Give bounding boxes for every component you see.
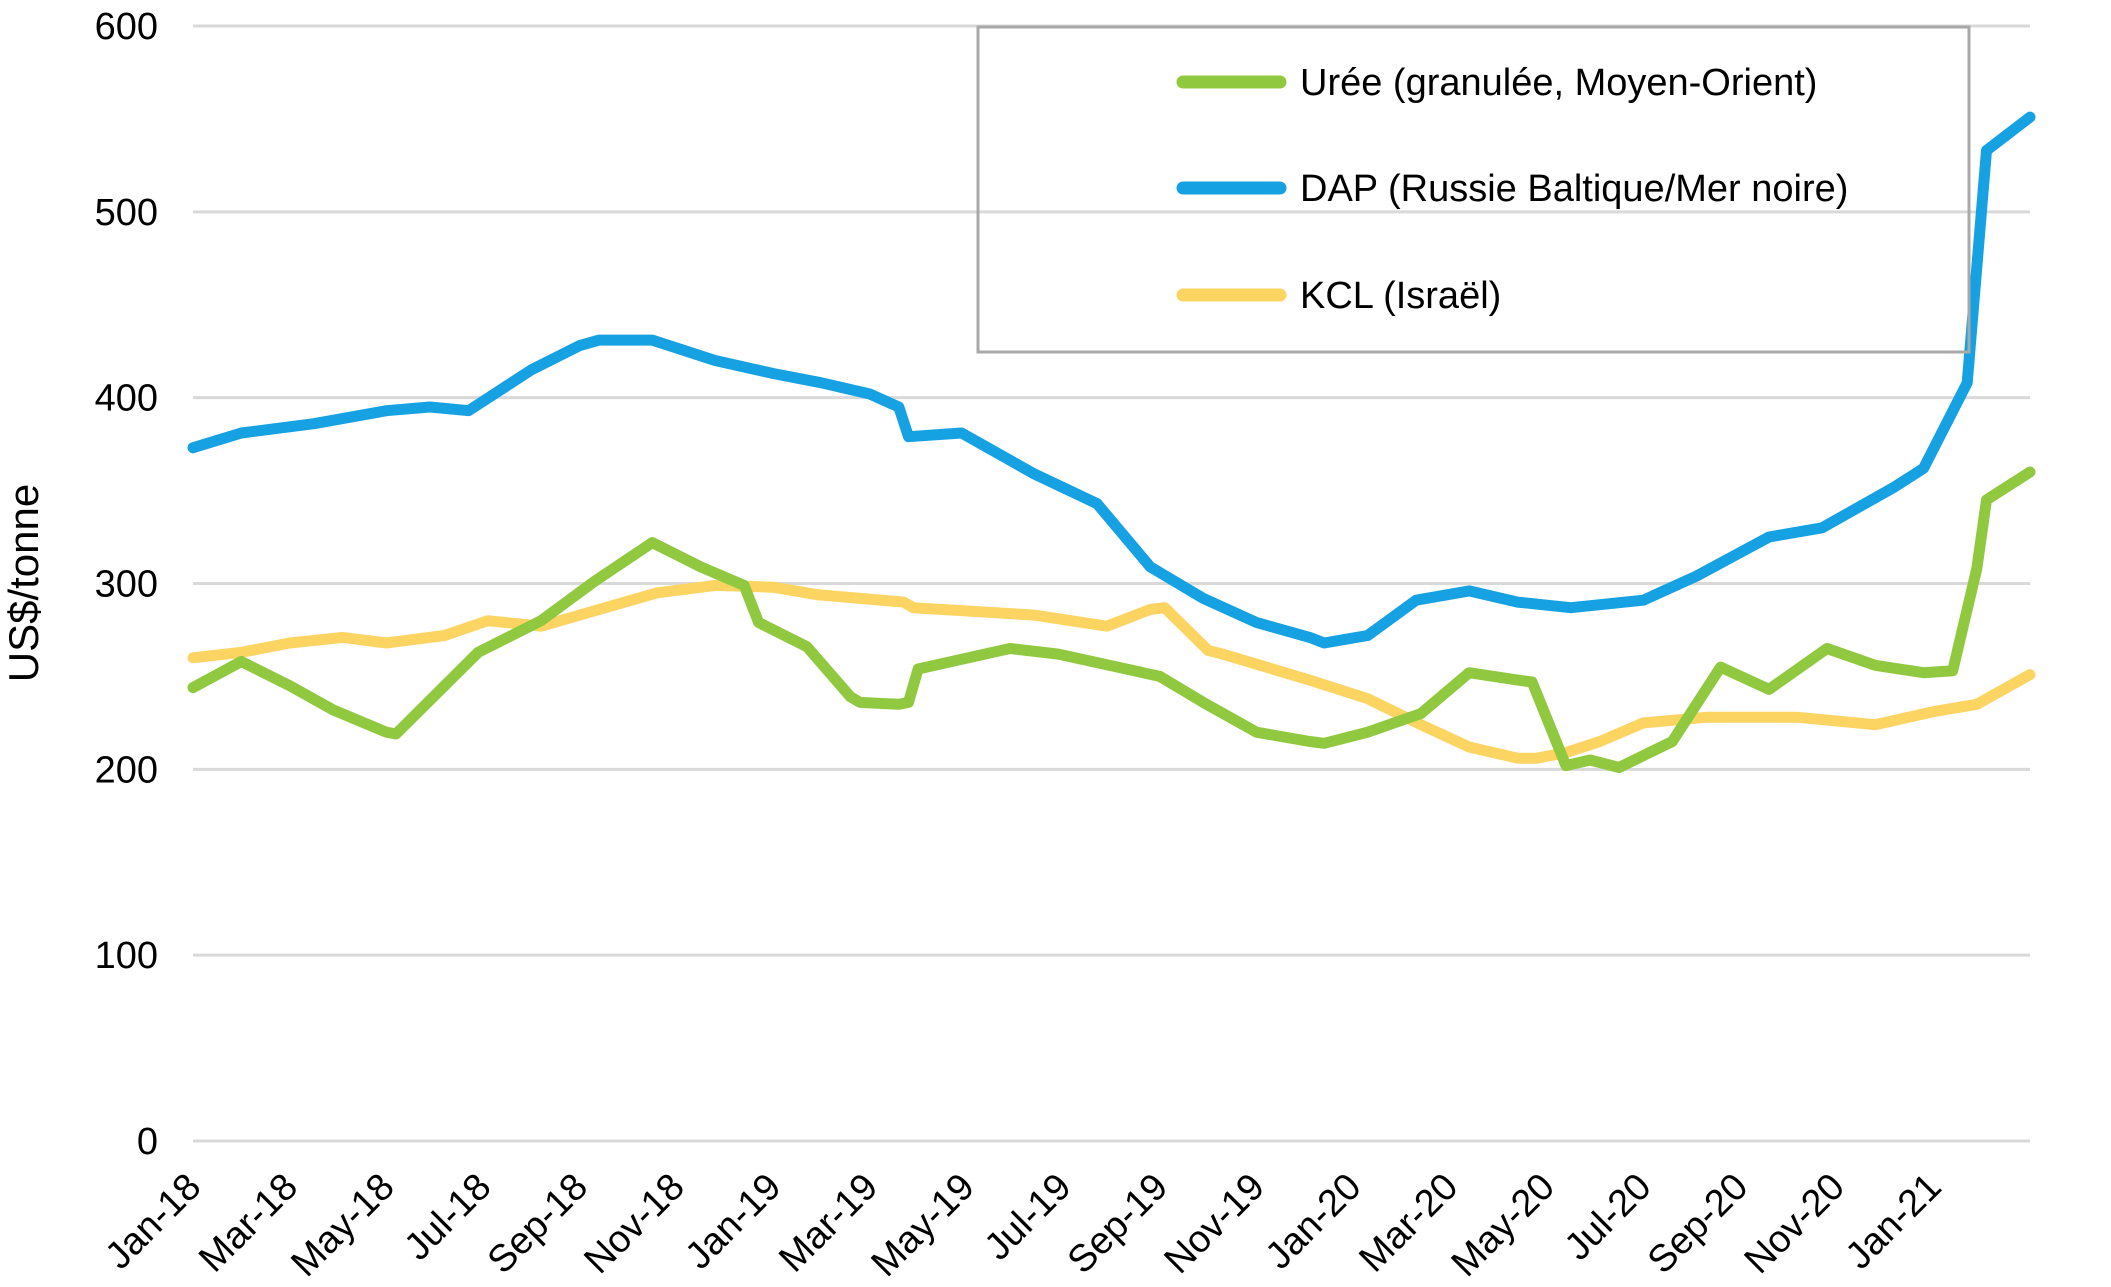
x-tick-label: May-18 [283, 1166, 402, 1285]
y-axis-title: US$/tonne [0, 484, 47, 682]
legend-label: Urée (granulée, Moyen-Orient) [1300, 62, 1817, 104]
y-tick-label: 600 [95, 6, 158, 48]
x-tick-label: May-19 [864, 1166, 983, 1285]
gridlines [193, 24, 2030, 1143]
legend-item: KCL (Israël) [1176, 275, 1501, 317]
x-tick-label: May-20 [1444, 1166, 1563, 1285]
series-line-kcl [187, 579, 2036, 764]
x-tick-label: Mar-19 [771, 1166, 886, 1281]
series-lines [187, 111, 2036, 773]
series-line-uree [187, 466, 2036, 773]
legend-box [976, 25, 1971, 354]
y-tick-label: 100 [95, 935, 158, 977]
series-line-dap [187, 111, 2036, 649]
y-tick-label: 300 [95, 564, 158, 606]
x-axis-tick-labels: Jan-18Mar-18May-18Jul-18Sep-18Nov-18Jan-… [97, 1166, 1949, 1285]
y-tick-label: 400 [95, 378, 158, 420]
y-tick-label: 200 [95, 749, 158, 791]
y-tick-label: 500 [95, 192, 158, 234]
y-axis-tick-labels: 0 100 200 300 400 500 600 [95, 6, 158, 1163]
x-tick-label: Sep-20 [1640, 1166, 1756, 1282]
x-tick-label: Sep-18 [480, 1166, 596, 1282]
x-tick-label: Jan-20 [1258, 1166, 1370, 1278]
x-tick-label: Nov-18 [576, 1166, 692, 1282]
x-tick-label: Jan-21 [1838, 1166, 1950, 1278]
x-tick-label: Nov-20 [1737, 1166, 1853, 1282]
legend-label: KCL (Israël) [1300, 275, 1501, 317]
x-tick-label: Jan-19 [678, 1166, 790, 1278]
x-tick-label: Sep-19 [1060, 1166, 1176, 1282]
legend-label: DAP (Russie Baltique/Mer noire) [1300, 168, 1848, 210]
x-tick-label: Mar-18 [191, 1166, 306, 1281]
y-tick-label: 0 [137, 1121, 158, 1163]
legend-item: DAP (Russie Baltique/Mer noire) [1176, 168, 1848, 210]
x-tick-label: Mar-20 [1351, 1166, 1466, 1281]
x-tick-label: Jan-18 [97, 1166, 209, 1278]
x-tick-label: Nov-19 [1157, 1166, 1273, 1282]
legend-item: Urée (granulée, Moyen-Orient) [1176, 62, 1817, 104]
legend: Urée (granulée, Moyen-Orient) DAP (Russie… [976, 25, 1971, 354]
